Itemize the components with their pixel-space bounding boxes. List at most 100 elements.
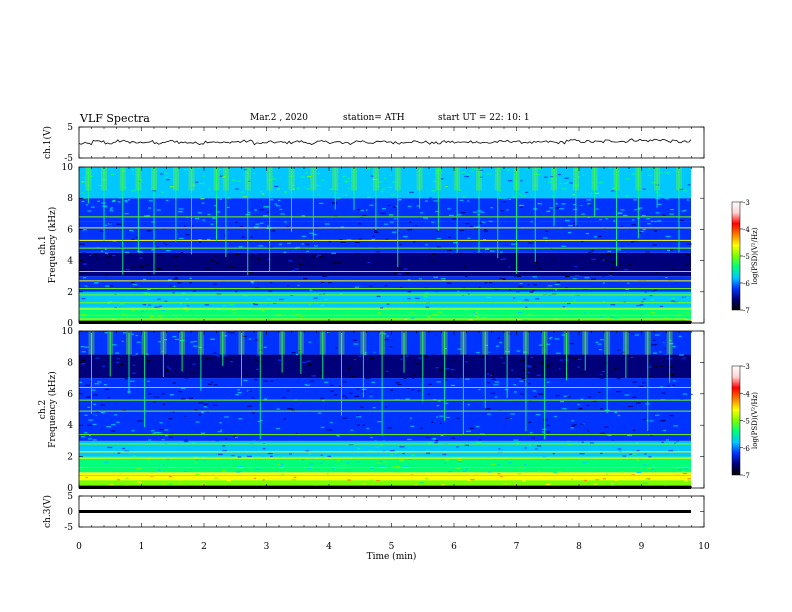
spectrum-speckle — [81, 351, 86, 353]
spectrum-speckle — [487, 309, 493, 311]
spectrum-speckle — [256, 366, 261, 368]
spectrum-speckle — [647, 478, 651, 480]
spectrum-speckle — [243, 379, 248, 381]
spectrum-speckle — [597, 391, 602, 393]
spectrum-speckle — [660, 420, 666, 422]
spectrum-speckle — [566, 396, 571, 398]
spectrum-speckle — [212, 402, 217, 404]
spectrum-speckle — [494, 446, 498, 448]
spectrum-speckle — [263, 316, 269, 318]
spectrum-speckle — [611, 482, 615, 485]
spectrum-speckle — [418, 278, 423, 280]
spectrum-speckle — [545, 483, 551, 486]
spectrum-speckle — [107, 223, 112, 225]
spectrum-speckle — [538, 393, 543, 395]
y-axis-label: ch.2 — [38, 400, 48, 419]
spectrum-speckle — [363, 353, 367, 355]
spectrum-speckle — [474, 312, 479, 314]
spectrum-speckle — [145, 264, 149, 266]
spectrum-speckle — [613, 367, 617, 370]
spectrum-speckle — [652, 352, 657, 354]
spectrum-speckle — [316, 173, 320, 175]
spectrum-speckle — [233, 435, 237, 438]
spectrum-speckle — [572, 424, 577, 426]
spectrum-speckle — [606, 190, 611, 192]
spectrum-speckle — [607, 453, 613, 455]
spectrum-speckle — [428, 195, 434, 197]
spectrum-speckle — [176, 361, 180, 363]
spectrum-speckle — [106, 179, 109, 181]
spectrum-speckle — [385, 201, 391, 203]
spectrum-speckle — [362, 360, 366, 362]
spectrum-speckle — [237, 466, 243, 468]
spectrum-speckle — [464, 361, 468, 363]
spectrum-speckle — [387, 204, 391, 207]
spectrum-speckle — [447, 221, 450, 223]
spectrum-speckle — [570, 427, 574, 429]
spectrum-speckle — [354, 473, 358, 475]
spectrum-speckle — [445, 186, 448, 188]
spectrum-speckle — [578, 407, 583, 409]
spectrum-speckle — [625, 441, 631, 443]
spectrum-speckle — [553, 313, 556, 315]
spectrum-speckle — [118, 212, 122, 214]
spectrum-speckle — [527, 337, 533, 339]
spectrum-speckle — [411, 413, 414, 415]
spectrum-speckle — [479, 349, 485, 351]
spectrum-speckle — [490, 463, 496, 465]
spectrum-speckle — [462, 196, 467, 198]
spectrum-speckle — [680, 277, 686, 279]
spectrum-speckle — [110, 207, 114, 209]
spectrum-speckle — [456, 472, 461, 474]
spectrum-speckle — [428, 354, 431, 356]
spectrum-speckle — [434, 437, 440, 439]
spectrum-speckle — [302, 382, 306, 384]
spectrum-speckle — [174, 276, 178, 279]
spectrum-speckle — [414, 355, 418, 357]
spectrum-speckle — [657, 408, 663, 410]
spectrum-speckle — [646, 212, 649, 214]
spectrum-speckle — [595, 341, 599, 343]
spectrum-speckle — [436, 172, 439, 175]
spectrum-speckle — [271, 241, 277, 244]
spectrum-speckle — [486, 388, 490, 390]
spectrum-speckle — [519, 380, 525, 382]
spectrum-speckle — [537, 353, 540, 355]
spectrum-speckle — [491, 246, 496, 248]
spectrogram-ch2 — [79, 331, 693, 490]
spectrum-speckle — [302, 276, 307, 279]
spectrum-speckle — [465, 360, 470, 362]
spectrum-speckle — [500, 258, 504, 261]
spectrum-speckle — [543, 419, 548, 421]
spectrum-speckle — [202, 219, 206, 221]
spectrum-speckle — [355, 313, 360, 315]
spectrum-speckle — [243, 295, 248, 297]
spectrum-speckle — [197, 167, 201, 169]
spectrum-speckle — [664, 200, 668, 203]
spectrum-speckle — [665, 317, 669, 319]
spectrum-speckle — [215, 440, 220, 442]
spectrum-speckle — [116, 317, 122, 319]
spectrum-speckle — [163, 242, 166, 244]
spectrum-speckle — [653, 366, 658, 368]
spectrum-speckle — [109, 222, 112, 224]
spectrum-speckle — [427, 316, 431, 318]
spectrum-speckle — [231, 454, 235, 457]
spectrum-speckle — [106, 426, 111, 428]
spectrum-speckle — [428, 383, 433, 385]
spectrum-speckle — [364, 392, 370, 394]
spectrum-speckle — [561, 245, 566, 247]
spectrum-speckle — [272, 287, 276, 289]
spectrum-speckle — [656, 272, 659, 274]
spectrum-speckle — [124, 450, 130, 452]
spectrum-speckle — [402, 452, 405, 455]
spectrum-speckle — [165, 458, 170, 460]
spectrum-speckle — [654, 467, 660, 470]
spectrum-speckle — [604, 259, 608, 261]
spectrum-speckle — [107, 454, 112, 456]
spectrum-speckle — [441, 243, 444, 245]
spectrum-speckle — [511, 196, 516, 198]
spectrum-speckle — [507, 365, 512, 367]
spectrum-speckle — [115, 333, 120, 335]
spectrum-speckle — [398, 191, 403, 193]
